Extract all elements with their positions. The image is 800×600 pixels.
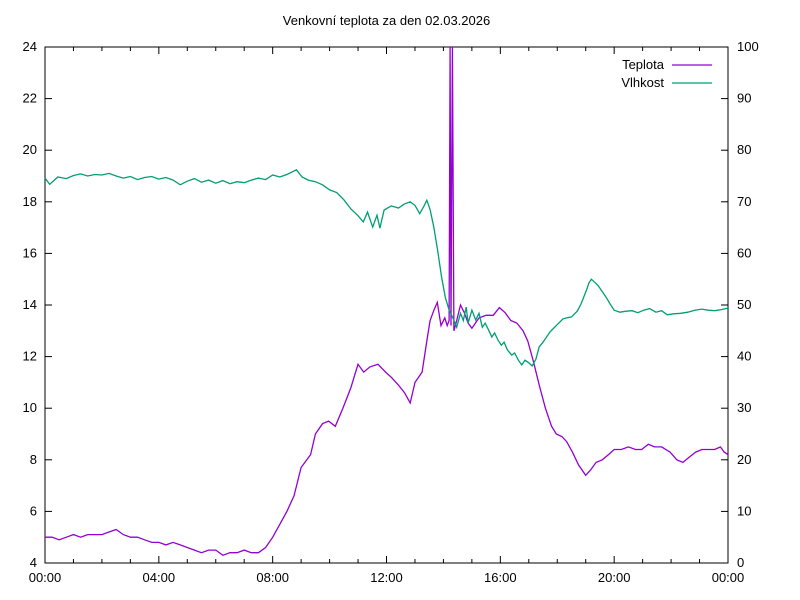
y-left-tick-label: 24 [23,39,37,54]
x-tick-label: 20:00 [598,570,631,585]
y-left-tick-label: 18 [23,194,37,209]
y-left-tick-label: 16 [23,245,37,260]
legend-label-vlhkost: Vlhkost [621,75,664,90]
y-right-tick-label: 20 [737,452,751,467]
y-left-tick-label: 8 [30,452,37,467]
y-right-tick-label: 80 [737,142,751,157]
y-right-tick-label: 30 [737,400,751,415]
vlhkost-line [44,168,729,367]
y-left-tick-label: 4 [30,555,37,570]
y-left-tick-label: 10 [23,400,37,415]
y-right-tick-label: 40 [737,349,751,364]
chart-title: Venkovní teplota za den 02.03.2026 [282,13,491,28]
plot-border [44,46,729,564]
x-tick-label: 00:00 [29,570,62,585]
y-left-tick-label: 12 [23,349,37,364]
y-right-tick-label: 90 [737,91,751,106]
y-left-tick-label: 6 [30,503,37,518]
teplota-line [45,46,729,557]
y-right-tick-label: 0 [737,555,744,570]
x-tick-label: 16:00 [484,570,517,585]
y-left-tick-label: 22 [23,91,37,106]
y-left-tick-label: 20 [23,142,37,157]
y-right-tick-label: 60 [737,245,751,260]
y-right-tick-label: 50 [737,297,751,312]
x-tick-label: 04:00 [143,570,176,585]
x-tick-label: 00:00 [712,570,745,585]
y-right-tick-label: 10 [737,503,751,518]
y-right-tick-label: 70 [737,194,751,209]
x-tick-label: 12:00 [370,570,403,585]
x-tick-label: 08:00 [256,570,289,585]
y-left-tick-label: 14 [23,297,37,312]
legend-label-teplota: Teplota [622,57,665,72]
y-right-tick-label: 100 [737,39,759,54]
